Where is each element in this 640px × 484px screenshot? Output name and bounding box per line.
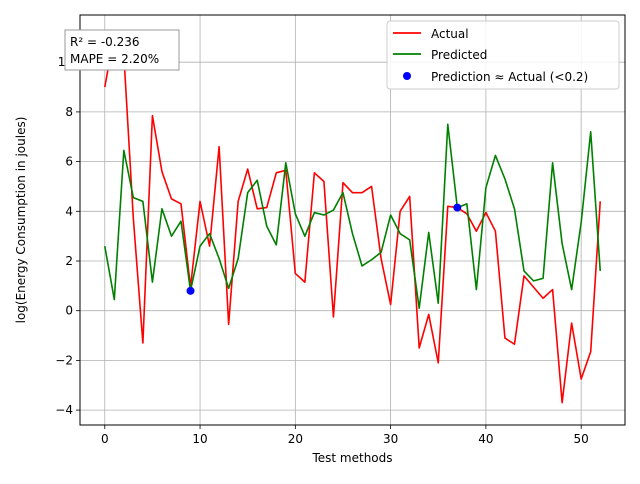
plot-frame (79, 14, 626, 426)
y-tick-label: 8 (65, 105, 73, 119)
y-tick-label: 4 (65, 204, 73, 218)
legend-swatch-match (403, 72, 411, 80)
annotation-box: R² = -0.236 MAPE = 2.20% (64, 29, 180, 71)
y-tick-label: 0 (65, 304, 73, 318)
legend-label-match: Prediction ≈ Actual (<0.2) (431, 70, 588, 84)
legend-frame (386, 20, 620, 90)
x-axis-label: Test methods (311, 451, 392, 465)
annotation-r2: R² = -0.236 (70, 35, 140, 49)
y-tick-label: −2 (55, 353, 73, 367)
series-layer (103, 34, 602, 404)
series-line-predicted (103, 123, 602, 310)
x-tick-label: 30 (383, 432, 398, 446)
x-tick-label: 50 (574, 432, 589, 446)
legend-label-predicted: Predicted (431, 48, 487, 62)
match-point (453, 203, 462, 212)
legend: Actual Predicted Prediction ≈ Actual (<0… (386, 20, 620, 90)
y-axis-label: log(Energy Consumption in joules) (14, 117, 28, 324)
y-tick-label: −4 (55, 403, 73, 417)
legend-label-actual: Actual (431, 27, 469, 41)
annotation-frame (64, 29, 180, 71)
series-line-actual (103, 34, 602, 404)
grid (80, 15, 625, 425)
x-tick-label: 0 (101, 432, 109, 446)
x-tick-label: 20 (288, 432, 303, 446)
x-tick-label: 40 (478, 432, 493, 446)
annotation-mape: MAPE = 2.20% (70, 52, 159, 66)
y-tick-label: 2 (65, 254, 73, 268)
y-tick-label: 6 (65, 155, 73, 169)
x-tick-label: 10 (192, 432, 207, 446)
match-point (186, 286, 195, 295)
